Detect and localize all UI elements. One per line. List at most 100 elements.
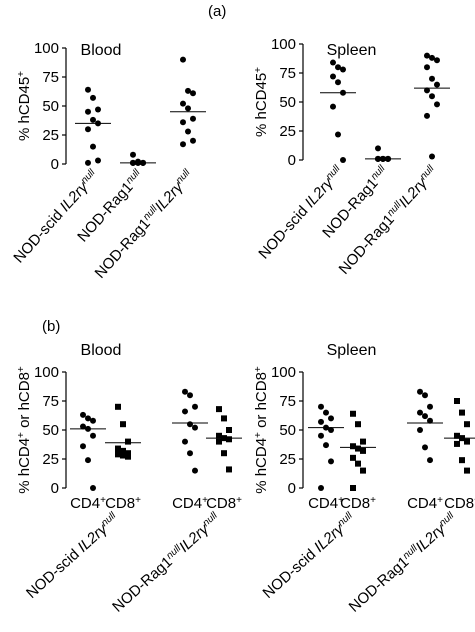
data-point-square <box>355 421 361 428</box>
data-point <box>85 108 91 115</box>
data-point <box>187 450 193 457</box>
data-point <box>417 427 423 433</box>
y-tick-label: 25 <box>42 127 59 144</box>
data-point-square <box>125 438 131 445</box>
data-point <box>375 145 381 152</box>
chart-title: Blood <box>81 342 122 359</box>
data-point <box>187 421 193 428</box>
y-tick-label: 25 <box>279 451 296 468</box>
chart-title: Spleen <box>327 342 377 359</box>
data-point <box>95 157 101 164</box>
data-point-square <box>115 403 121 410</box>
data-point <box>424 87 430 94</box>
data-point <box>330 73 336 80</box>
data-point <box>192 424 198 431</box>
y-axis-label: % hCD4+ or hCD8+ <box>253 366 271 494</box>
data-point-square <box>355 445 361 452</box>
y-tick-label: 100 <box>271 364 296 381</box>
data-point <box>330 59 336 66</box>
data-point-square <box>216 406 222 413</box>
data-point <box>85 457 91 464</box>
x-group-label: NOD-scid IL2rγnull <box>259 509 359 602</box>
data-point <box>95 106 101 113</box>
data-point <box>323 409 329 416</box>
data-point <box>328 415 334 422</box>
y-axis-label: % hCD4+ or hCD8+ <box>16 366 34 494</box>
data-point <box>429 93 435 100</box>
y-tick-label: 100 <box>34 40 59 57</box>
data-point-square <box>221 415 227 422</box>
data-point <box>340 157 346 163</box>
data-point-square <box>350 410 356 417</box>
data-point <box>190 90 196 97</box>
y-tick-label: 75 <box>279 65 296 82</box>
y-tick-label: 50 <box>42 98 59 115</box>
data-point <box>85 415 91 422</box>
data-point <box>417 409 423 416</box>
data-point-square <box>115 445 121 452</box>
data-point <box>90 417 96 424</box>
y-tick-label: 50 <box>42 422 59 439</box>
data-point <box>422 392 428 399</box>
chart-title: Blood <box>81 42 122 59</box>
data-point-square <box>464 421 470 428</box>
data-point <box>182 388 188 395</box>
data-point-square <box>355 460 361 467</box>
data-point-square <box>125 453 131 460</box>
data-point <box>424 112 430 119</box>
x-subcategory-label: CD8+ <box>444 495 475 513</box>
data-point <box>130 151 136 158</box>
data-point <box>185 128 191 135</box>
data-point <box>85 86 91 93</box>
data-point <box>90 143 96 150</box>
data-point-square <box>216 438 222 445</box>
data-point <box>422 413 428 420</box>
y-tick-label: 50 <box>279 422 296 439</box>
y-tick-label: 25 <box>42 451 59 468</box>
data-point <box>318 485 324 491</box>
x-group-label: NOD-Rag1nullIL2rγnull <box>345 509 460 615</box>
y-tick-label: 0 <box>288 480 296 497</box>
data-point <box>90 94 96 101</box>
data-point-square <box>464 467 470 474</box>
data-point <box>422 444 428 451</box>
data-point <box>434 81 440 88</box>
data-point <box>335 131 341 138</box>
x-subcategory-label: CD8+ <box>206 495 242 513</box>
y-axis-label: % hCD45+ <box>253 67 271 137</box>
data-point <box>80 423 86 430</box>
data-point <box>90 116 96 123</box>
data-point-square <box>120 421 126 428</box>
y-tick-label: 75 <box>42 393 59 410</box>
data-point <box>318 432 324 439</box>
data-point-square <box>350 485 356 491</box>
y-tick-label: 25 <box>279 123 296 140</box>
y-tick-label: 100 <box>34 364 59 381</box>
data-point-square <box>115 451 121 458</box>
data-point <box>318 403 324 410</box>
data-point <box>427 403 433 410</box>
data-point-square <box>120 452 126 459</box>
y-tick-label: 100 <box>271 36 296 53</box>
data-point <box>185 87 191 94</box>
data-point <box>180 141 186 148</box>
panel-label-a: (a) <box>208 3 226 20</box>
x-category-label: NOD-Rag1nullIL2rγnull <box>91 166 197 281</box>
data-point-square <box>459 409 465 416</box>
y-tick-label: 75 <box>279 393 296 410</box>
data-point <box>328 458 334 465</box>
x-subcategory-label: CD4+ <box>308 495 344 513</box>
data-point <box>434 57 440 64</box>
y-tick-label: 75 <box>42 69 59 86</box>
data-point <box>427 457 433 464</box>
data-point-square <box>226 436 232 443</box>
data-point <box>335 79 341 86</box>
chart-2: Spleen 0 25 50 75 100% hCD45+ NOD-scid IL2rγnu… <box>253 36 450 278</box>
data-point-square <box>360 447 366 454</box>
x-subcategory-label: CD8+ <box>105 495 141 513</box>
data-point <box>85 159 91 166</box>
data-point <box>80 443 86 450</box>
data-point-square <box>454 432 460 439</box>
data-point-square <box>350 454 356 461</box>
